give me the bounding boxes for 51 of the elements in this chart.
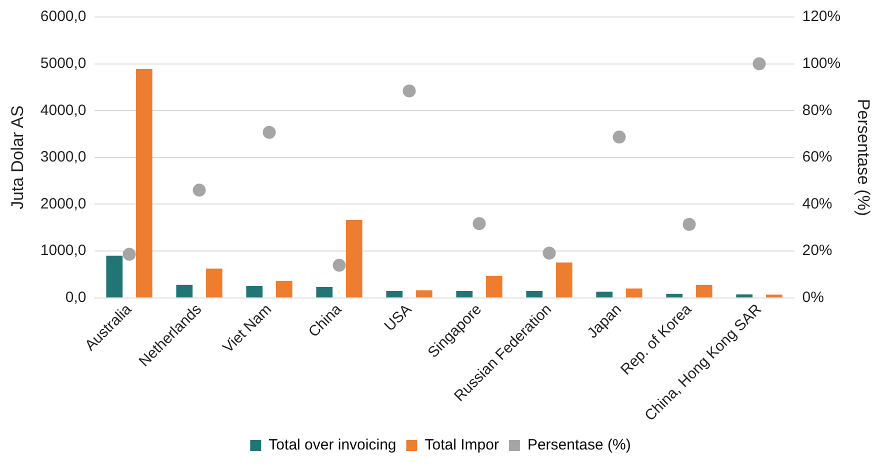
y-tick-label: 4000,0 <box>40 102 86 119</box>
point <box>542 246 556 260</box>
point <box>752 57 766 70</box>
y2-tick-label: 120% <box>802 8 841 26</box>
bar <box>246 286 263 298</box>
y2-tick-label: 20% <box>802 242 832 260</box>
point <box>402 84 416 98</box>
legend-label: Persentase (%) <box>527 436 631 454</box>
y2-tick-label: 40% <box>802 195 832 212</box>
y2-tick-label: 100% <box>802 54 841 72</box>
bar <box>276 280 292 298</box>
bar <box>176 284 193 298</box>
bar <box>736 294 753 298</box>
y-tick-label: 0,0 <box>65 288 86 306</box>
bar <box>596 292 613 298</box>
point <box>612 130 626 144</box>
bar <box>206 268 222 298</box>
y2-tick-label: 0% <box>802 288 824 306</box>
y-axis-title: Juta Dolar AS <box>8 105 27 210</box>
point <box>192 184 206 197</box>
bar <box>106 256 123 298</box>
point <box>332 258 346 272</box>
legend-label: Total Impor <box>424 436 499 454</box>
point <box>122 248 136 261</box>
bar <box>526 291 543 298</box>
bar <box>626 288 642 298</box>
legend-label: Total over invoicing <box>268 436 396 454</box>
point <box>472 217 486 230</box>
y-tick-label: 2000,0 <box>40 195 86 212</box>
y2-tick-label: 60% <box>802 148 832 166</box>
point <box>682 218 696 231</box>
bar <box>666 294 683 298</box>
bar <box>386 291 403 298</box>
bar <box>486 276 502 298</box>
bar <box>346 220 362 298</box>
bar <box>556 262 572 298</box>
bar <box>696 284 712 298</box>
x-tick-label: USA <box>381 300 416 335</box>
bar <box>456 291 473 298</box>
y-tick-label: 5000,0 <box>40 54 86 72</box>
x-tick-label: Viet Nam <box>220 300 276 356</box>
y-tick-label: 6000,0 <box>40 8 86 26</box>
bar <box>316 287 333 298</box>
y2-axis-title: Persentase (%) <box>854 98 874 216</box>
y-tick-label: 1000,0 <box>40 242 86 260</box>
y2-tick-label: 80% <box>802 102 832 119</box>
bar <box>136 68 152 298</box>
bar <box>766 294 782 298</box>
y-tick-label: 3000,0 <box>40 148 86 166</box>
bar <box>416 290 432 298</box>
point <box>262 126 276 139</box>
